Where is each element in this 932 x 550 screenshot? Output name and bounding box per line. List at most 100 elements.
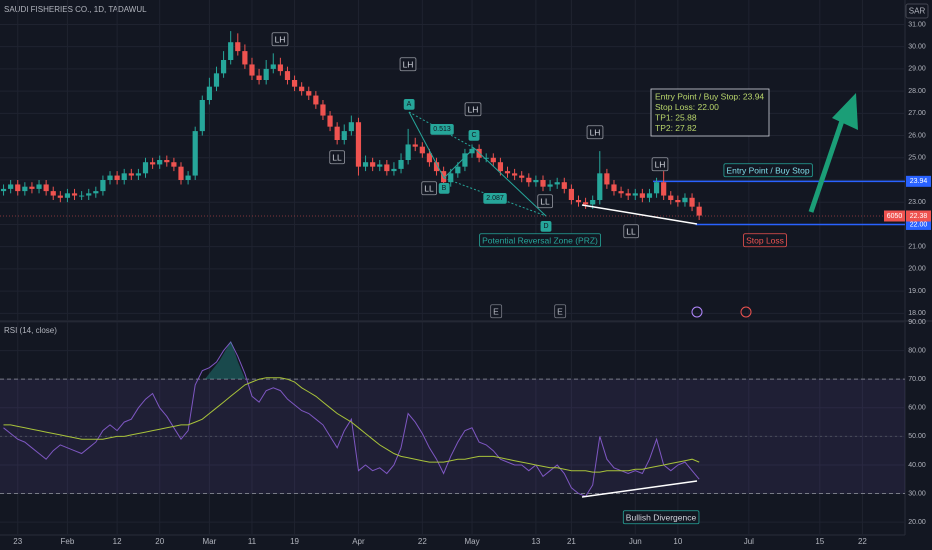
y-tick-label: 21.00 — [908, 244, 926, 251]
candle-body — [370, 162, 376, 167]
annotation-label: 0.513 — [433, 126, 451, 133]
candle-body — [646, 193, 653, 198]
candle-body — [462, 153, 468, 167]
info-line: TP2: 27.82 — [655, 123, 697, 133]
last-price-badge-box — [884, 210, 905, 222]
candle-body — [185, 175, 191, 180]
candle-body — [540, 180, 546, 187]
candle-body — [355, 122, 362, 167]
rsi-line — [3, 341, 700, 498]
label-box — [723, 163, 813, 178]
x-tick-label: 22 — [858, 537, 867, 546]
annotation-label: LL — [424, 183, 434, 193]
annotation-label: E — [493, 306, 499, 316]
label-box — [537, 194, 553, 209]
currency: SAR — [909, 7, 926, 16]
candle-body — [483, 157, 489, 159]
last-price-tag — [906, 210, 931, 222]
candle-body — [249, 64, 255, 76]
label-box — [464, 102, 482, 117]
candle-body — [391, 168, 397, 172]
y-tick-label: 60.00 — [908, 405, 926, 412]
rsi-title: RSI (14, close) — [4, 326, 57, 335]
currency-badge[interactable] — [905, 3, 929, 19]
pattern-line — [443, 147, 475, 179]
candle-body — [142, 162, 149, 174]
y-tick-label: 30.00 — [908, 490, 926, 497]
pattern-line — [408, 111, 445, 179]
candle-body — [341, 131, 347, 140]
candle-body — [348, 122, 354, 132]
candle-body — [384, 164, 390, 172]
candle-body — [653, 182, 660, 194]
candle-body — [398, 160, 404, 169]
candle-body — [313, 95, 319, 105]
annotation-label: LH — [275, 34, 286, 44]
candle-body — [164, 160, 170, 163]
annotation-label: LH — [590, 127, 601, 137]
y-tick-label: 23.00 — [908, 199, 926, 206]
x-tick-label: Jun — [629, 537, 642, 546]
candle-body — [199, 100, 205, 132]
y-tick-label: 30.00 — [908, 44, 926, 51]
candle-body — [575, 200, 582, 203]
x-tick-label: 23 — [13, 537, 22, 546]
candle-body — [334, 126, 340, 140]
candle-body — [0, 188, 7, 192]
x-tick-label: 22 — [418, 537, 427, 546]
divergence-line — [581, 480, 698, 498]
candle-body — [213, 73, 220, 87]
candle-body — [554, 182, 560, 185]
info-line: Stop Loss: 22.00 — [655, 102, 719, 112]
label-box — [651, 157, 669, 172]
annotation-label: Stop Loss — [746, 235, 784, 245]
label-box — [623, 224, 639, 239]
y-tick-label: 20.00 — [908, 519, 926, 526]
x-tick-label: 12 — [113, 537, 122, 546]
candle-body — [448, 173, 454, 183]
target-arrow — [808, 111, 848, 213]
annotation-label: C — [471, 132, 476, 139]
candle-body — [611, 184, 617, 192]
label-box — [483, 192, 507, 204]
label-box — [540, 220, 552, 232]
candle-body — [22, 186, 28, 192]
candle-body — [93, 191, 99, 194]
annotation-label: B — [442, 185, 447, 192]
x-tick-label: 19 — [290, 537, 299, 546]
label-box — [438, 182, 450, 194]
candle-body — [29, 186, 35, 189]
label-box — [586, 125, 604, 140]
annotation-label: LL — [540, 196, 550, 206]
label-box — [421, 181, 437, 196]
candle-body — [36, 184, 42, 189]
annotation-label: Bullish Divergence — [626, 512, 697, 522]
candle-body — [50, 191, 56, 196]
candle-body — [668, 195, 674, 200]
candle-body — [362, 162, 369, 167]
candle-body — [242, 51, 248, 65]
candle-body — [8, 184, 14, 189]
candle-body — [71, 193, 78, 196]
candle-body — [377, 164, 383, 167]
annotation-label: LH — [655, 159, 666, 169]
x-tick-label: Feb — [61, 537, 75, 546]
annotation-label: E — [557, 306, 563, 316]
candle-body — [625, 193, 631, 196]
divergence-line — [581, 204, 698, 225]
annotation-label: A — [407, 101, 412, 108]
x-tick-label: Apr — [352, 537, 365, 546]
rsi-ma-line — [3, 377, 700, 473]
level-tag — [906, 218, 931, 230]
y-tick-label: 29.00 — [908, 66, 926, 73]
candle-body — [299, 86, 305, 92]
candle-body — [320, 104, 326, 116]
y-tick-label: 18.00 — [908, 310, 926, 317]
candle-body — [135, 173, 142, 176]
y-tick-label: 50.00 — [908, 433, 926, 440]
candle-body — [277, 64, 283, 72]
candle-body — [632, 193, 638, 196]
target-arrow-head — [832, 93, 858, 130]
candle-body — [220, 60, 227, 74]
